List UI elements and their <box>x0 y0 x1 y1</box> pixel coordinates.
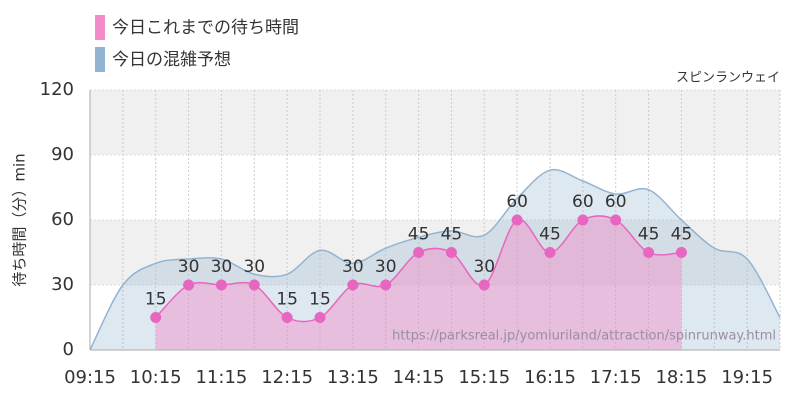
point <box>675 247 687 258</box>
data-label: 60 <box>506 192 528 212</box>
point <box>544 247 556 258</box>
data-label: 30 <box>243 257 265 277</box>
x-tick-label: 17:15 <box>590 367 642 388</box>
y-axis-label: 待ち時間（分）min <box>11 153 29 286</box>
chart-subtitle: スピンランウェイ <box>676 71 780 86</box>
x-tick-label: 11:15 <box>195 367 247 388</box>
data-label: 45 <box>441 225 463 245</box>
x-tick-label: 14:15 <box>393 367 445 388</box>
y-tick-label: 0 <box>63 339 74 360</box>
data-label: 30 <box>211 257 233 277</box>
data-label: 15 <box>145 290 167 310</box>
watermark: https://parksreal.jp/yomiuriland/attract… <box>392 329 776 344</box>
y-tick-label: 90 <box>51 144 74 165</box>
data-label: 30 <box>178 257 200 277</box>
x-tick-label: 18:15 <box>655 367 707 388</box>
data-label: 45 <box>671 225 693 245</box>
point <box>248 279 260 291</box>
area <box>155 215 682 350</box>
point <box>610 214 622 226</box>
x-tick-label: 19:15 <box>721 367 773 388</box>
grid-band <box>90 90 780 155</box>
data-label: 45 <box>539 225 561 245</box>
point <box>380 279 392 291</box>
data-label: 45 <box>408 225 430 245</box>
legend-label: 今日の混雑予想 <box>112 50 231 70</box>
point <box>445 247 457 258</box>
legend-label: 今日これまでの待ち時間 <box>112 18 299 38</box>
grid-band <box>90 220 780 285</box>
legend-swatch <box>95 47 105 72</box>
data-label: 30 <box>375 257 397 277</box>
area <box>90 169 780 350</box>
data-label: 60 <box>572 192 594 212</box>
data-label: 45 <box>638 225 660 245</box>
y-tick-label: 30 <box>51 274 74 295</box>
point <box>314 312 326 323</box>
data-label: 15 <box>276 290 298 310</box>
x-tick-label: 12:15 <box>261 367 313 388</box>
point <box>643 247 655 258</box>
x-tick-label: 16:15 <box>524 367 576 388</box>
point <box>478 279 490 291</box>
data-label: 15 <box>309 290 331 310</box>
x-tick-label: 09:15 <box>64 367 116 388</box>
point <box>347 279 359 291</box>
point <box>511 214 523 226</box>
point <box>413 247 425 258</box>
x-tick-label: 13:15 <box>327 367 379 388</box>
line <box>89 168 781 351</box>
x-tick-label: 10:15 <box>130 367 182 388</box>
y-tick-label: 120 <box>40 79 74 100</box>
point <box>183 279 195 291</box>
point <box>215 279 227 291</box>
legend-swatch <box>95 15 105 40</box>
point <box>281 312 293 323</box>
data-label: 60 <box>605 192 627 212</box>
x-tick-label: 15:15 <box>458 367 510 388</box>
point <box>577 214 589 226</box>
data-label: 30 <box>342 257 364 277</box>
data-label: 30 <box>473 257 495 277</box>
point <box>150 312 162 323</box>
y-tick-label: 60 <box>51 209 74 230</box>
